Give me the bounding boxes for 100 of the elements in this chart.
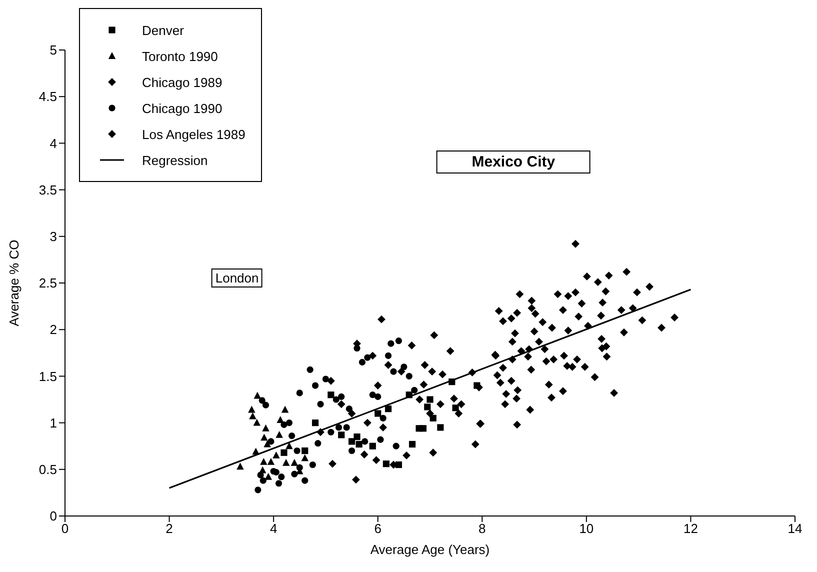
point (302, 447, 308, 454)
point (328, 392, 334, 398)
point (402, 451, 410, 460)
point (452, 404, 459, 412)
point (384, 361, 392, 369)
point (348, 438, 356, 445)
point (348, 410, 356, 418)
point (268, 438, 274, 445)
point (328, 428, 334, 436)
point (272, 468, 280, 476)
point (262, 424, 270, 432)
point (248, 406, 256, 413)
point (337, 400, 346, 408)
x-tick-label: 10 (579, 521, 594, 536)
y-axis-title: Average % CO (6, 240, 22, 326)
x-tick-label: 6 (374, 521, 382, 536)
point (368, 352, 377, 360)
legend-label: Los Angeles 1989 (142, 126, 246, 142)
point (384, 352, 392, 359)
y-tick-label: 2.5 (38, 276, 57, 291)
point (400, 364, 408, 370)
framed-label: Mexico City (436, 150, 590, 174)
y-tick-label: 1.5 (38, 368, 57, 384)
x-tick-label: 8 (478, 521, 486, 536)
point (354, 433, 360, 440)
point (408, 341, 416, 350)
point (397, 368, 406, 376)
point (236, 462, 244, 470)
point (267, 458, 275, 465)
point (363, 418, 372, 427)
point (374, 410, 382, 417)
point (314, 440, 322, 447)
y-tick-label: 1 (50, 415, 57, 430)
point (424, 404, 431, 410)
point (369, 442, 376, 450)
point (430, 414, 436, 422)
x-axis-title: Average Age (Years) (370, 542, 490, 557)
y-tick-label: 0 (50, 508, 57, 524)
point (294, 447, 300, 454)
point (364, 354, 371, 361)
point (335, 424, 342, 431)
point (338, 393, 345, 400)
point (260, 458, 268, 465)
point (380, 414, 386, 422)
point (354, 344, 360, 352)
point (377, 436, 384, 443)
point (348, 447, 356, 454)
point (280, 449, 288, 456)
point (388, 340, 394, 347)
point (280, 421, 288, 428)
point (369, 392, 376, 398)
point (286, 420, 293, 426)
point (411, 386, 418, 394)
point (317, 400, 324, 408)
point (276, 430, 283, 438)
point (288, 432, 296, 440)
point (406, 372, 412, 380)
point (254, 486, 262, 494)
point (291, 470, 298, 478)
point (309, 461, 316, 468)
x-tick-label: 2 (166, 521, 173, 536)
point (390, 368, 397, 375)
legend-label: Chicago 1990 (142, 100, 222, 116)
point (362, 438, 368, 445)
point (426, 396, 434, 403)
point (322, 376, 330, 382)
point (326, 376, 335, 385)
point (278, 474, 285, 480)
x-tick-label: 14 (788, 521, 802, 536)
point (258, 397, 266, 404)
legend-label: Regression (142, 152, 208, 168)
point (416, 396, 424, 404)
point (436, 400, 444, 408)
point (276, 416, 284, 423)
y-tick-label: 2 (50, 322, 57, 338)
point (437, 424, 444, 431)
point (426, 410, 434, 418)
point (408, 440, 416, 448)
point (272, 451, 280, 458)
point (249, 412, 256, 420)
point (312, 382, 319, 389)
y-tick-label: 4.5 (38, 89, 57, 104)
point (332, 396, 340, 403)
point (392, 442, 400, 450)
point (343, 424, 350, 431)
framed-label: London (211, 268, 263, 288)
point (296, 390, 303, 396)
point (282, 458, 290, 466)
legend-label: Denver (142, 22, 184, 38)
y-tick-label: 3.5 (38, 182, 57, 198)
point (257, 472, 264, 478)
x-tick-label: 0 (61, 521, 69, 536)
point (264, 472, 272, 480)
x-tick-label: 4 (270, 521, 278, 536)
point (379, 424, 388, 432)
y-tick-label: 4 (50, 136, 57, 151)
y-tick-label: 3 (50, 229, 57, 244)
point (454, 410, 463, 418)
legend-label: Toronto 1990 (142, 48, 218, 64)
point (253, 418, 261, 426)
